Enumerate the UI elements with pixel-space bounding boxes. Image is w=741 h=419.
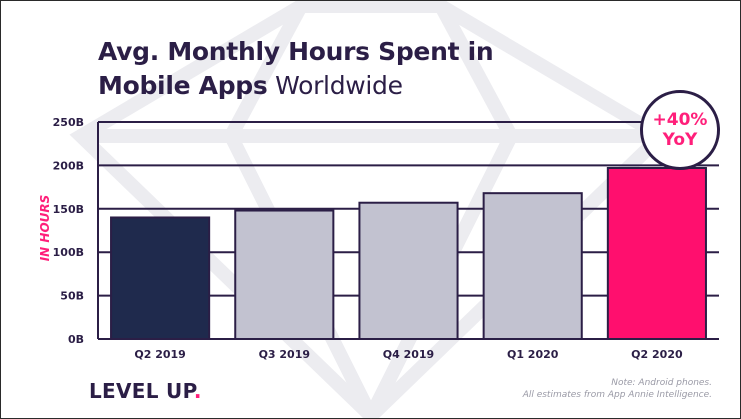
bar [482,192,583,340]
x-tick-label: Q2 2019 [134,348,185,361]
chart-title-line1: Avg. Monthly Hours Spent in [98,37,494,66]
note-line2: All estimates from App Annie Intelligenc… [522,390,712,400]
brand-logo: LEVEL UP. [89,379,202,403]
y-tick-label: 100B [53,246,84,259]
chart-title-light: Worldwide [267,71,403,100]
y-tick-label: 250B [53,116,84,129]
x-tick-label: Q2 2020 [631,348,683,361]
badge-percent: +40% [652,110,708,130]
brand-dot: . [193,379,202,403]
y-tick-label: 200B [53,159,84,172]
x-tick-label: Q1 2020 [507,348,559,361]
brand-name: LEVEL UP [89,379,194,403]
chart-title-line2: Mobile Apps Worldwide [98,71,403,100]
chart-title-bold: Mobile Apps [98,71,268,100]
y-tick-label: 0B [68,333,84,346]
y-tick-label: 150B [53,203,84,216]
x-tick-label: Q4 2019 [383,348,434,361]
note-line1: Note: Android phones. [611,378,712,388]
source-note: Note: Android phones. All estimates from… [523,377,712,401]
bar [358,201,459,340]
y-tick-label: 50B [60,290,84,303]
badge-yoy: YoY [662,130,698,150]
bar [110,216,211,340]
bar [234,209,335,340]
x-tick-label: Q3 2019 [259,348,310,361]
yoy-badge: +40% YoY [640,90,720,170]
bar [606,167,707,340]
